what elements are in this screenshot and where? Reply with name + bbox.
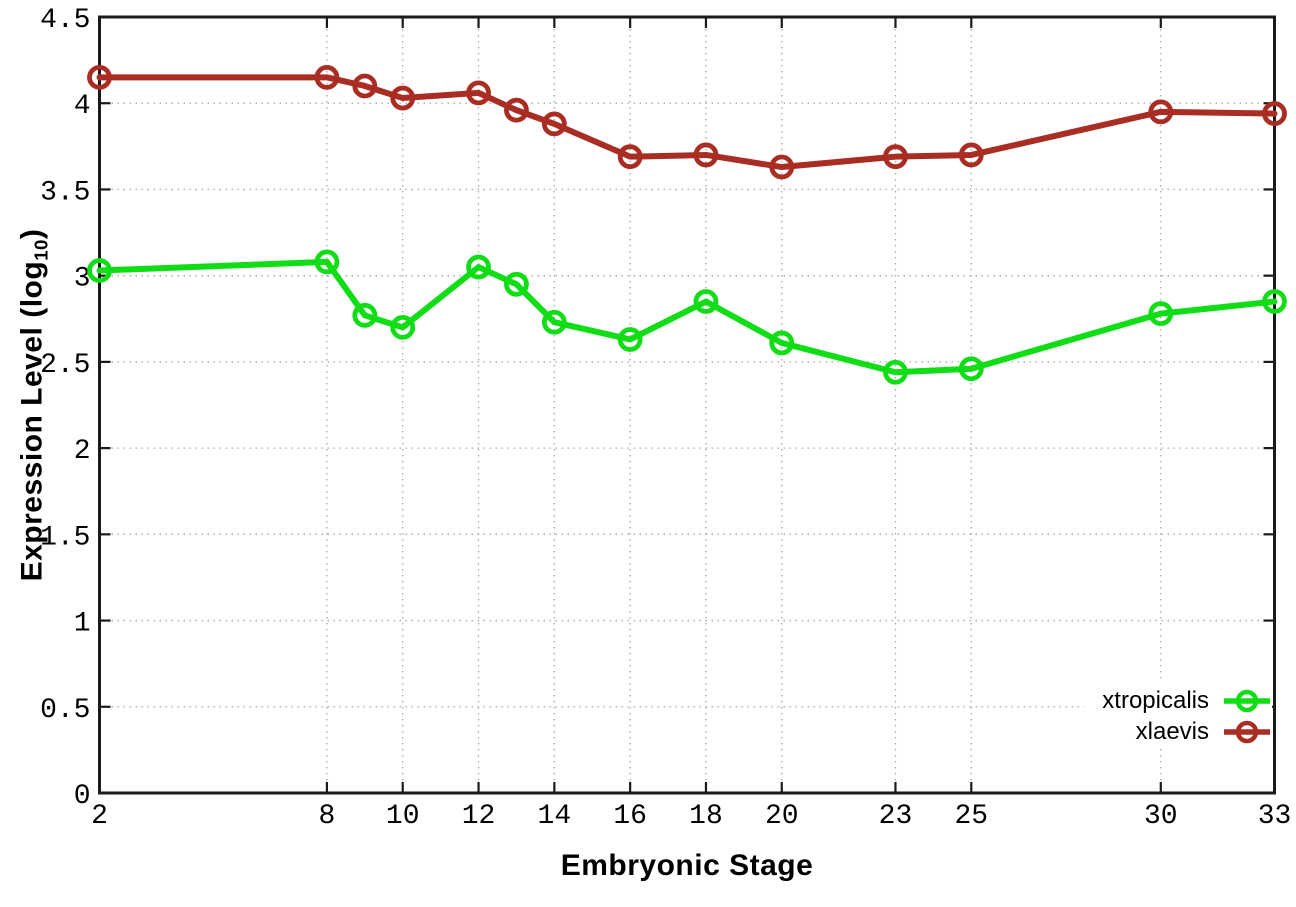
y-axis-label-text: Expression Level (log xyxy=(15,260,49,582)
legend-label: xlaevis xyxy=(1135,717,1209,745)
data-point-xlaevis xyxy=(883,144,908,170)
data-point-xtropicalis xyxy=(352,302,378,328)
x-tick-label: 33 xyxy=(1258,801,1292,832)
data-point-xtropicalis xyxy=(466,254,491,280)
y-tick-label: 2.5 xyxy=(40,350,90,381)
data-point-xlaevis xyxy=(769,154,795,180)
data-point-xtropicalis xyxy=(958,356,984,382)
data-point-xlaevis xyxy=(1262,101,1287,126)
x-axis-label: Embryonic Stage xyxy=(560,849,814,882)
data-point-xlaevis xyxy=(541,111,567,137)
x-tick-label: 18 xyxy=(689,801,723,832)
x-tick-label: 25 xyxy=(954,801,988,832)
x-tick-label: 12 xyxy=(462,801,496,832)
data-point-xlaevis xyxy=(693,142,719,168)
y-tick-label: 4 xyxy=(74,91,91,122)
series-line-xtropicalis xyxy=(96,258,1278,376)
data-point-xtropicalis xyxy=(504,271,529,297)
y-tick-label: 0 xyxy=(74,781,91,812)
plot-border xyxy=(98,15,1276,795)
data-point-xlaevis xyxy=(390,85,416,111)
y-tick-label: 0.5 xyxy=(40,695,90,726)
data-point-xtropicalis xyxy=(87,258,112,283)
series-line-xlaevis xyxy=(96,74,1278,171)
y-tick-label: 4.5 xyxy=(40,5,90,36)
legend-item-xlaevis: xlaevis xyxy=(1136,716,1272,747)
data-point-xlaevis xyxy=(617,144,643,170)
legend-item-xtropicalis: xtropicalis xyxy=(1102,685,1272,716)
data-point-xtropicalis xyxy=(617,327,643,352)
x-tick-label: 23 xyxy=(879,801,913,832)
x-tick-label: 14 xyxy=(538,801,572,832)
data-point-xtropicalis xyxy=(1262,289,1287,314)
data-point-xlaevis xyxy=(314,64,340,90)
legend-marker-icon xyxy=(1224,720,1270,743)
y-axis-label-suffix: ) xyxy=(15,228,49,240)
y-axis-label-subscript: 10 xyxy=(30,239,52,261)
legend-marker-icon xyxy=(1224,689,1270,712)
y-tick-label: 3 xyxy=(74,264,91,295)
data-point-xtropicalis xyxy=(390,314,416,340)
data-point-xlaevis xyxy=(1148,99,1174,125)
data-point-xtropicalis xyxy=(769,330,795,356)
x-tick-label: 30 xyxy=(1144,801,1178,832)
y-tick-label: 2 xyxy=(74,436,91,467)
data-point-xtropicalis xyxy=(314,249,340,275)
x-tick-label: 16 xyxy=(613,801,647,832)
x-tick-label: 8 xyxy=(319,801,336,832)
data-point-xlaevis xyxy=(352,73,378,99)
y-tick-label: 1 xyxy=(74,609,91,640)
data-point-xtropicalis xyxy=(883,359,908,385)
y-tick-label: 3.5 xyxy=(40,177,90,208)
data-point-xlaevis xyxy=(466,80,491,106)
x-tick-label: 20 xyxy=(765,801,799,832)
y-tick-label: 1.5 xyxy=(40,522,90,553)
x-tick-label: 2 xyxy=(91,801,108,832)
data-point-xtropicalis xyxy=(541,309,567,335)
data-point-xtropicalis xyxy=(693,289,719,314)
data-point-xlaevis xyxy=(87,64,112,90)
data-point-xtropicalis xyxy=(1148,301,1174,327)
x-tick-label: 10 xyxy=(386,801,420,832)
data-point-xlaevis xyxy=(504,97,529,123)
legend: xtropicalis xlaevis xyxy=(1084,683,1272,749)
y-axis-label: Expression Level (log10) xyxy=(16,229,53,582)
legend-label: xtropicalis xyxy=(1102,686,1209,714)
data-point-xlaevis xyxy=(958,142,984,168)
